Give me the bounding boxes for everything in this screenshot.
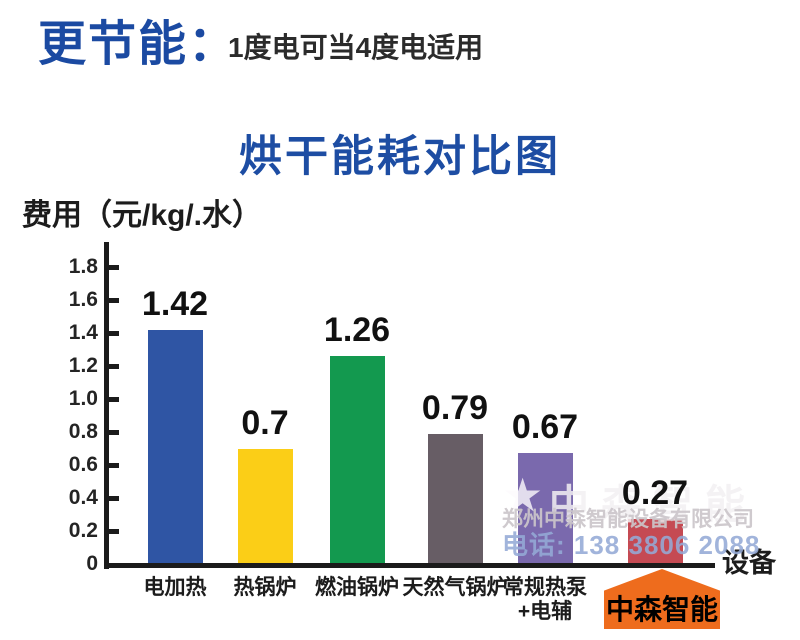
y-axis-line	[104, 242, 109, 569]
header-highlight: 更节能：	[38, 18, 239, 71]
bar-value-label: 0.27	[621, 474, 689, 512]
bar-1	[147, 330, 203, 564]
bar-value-label: 0.67	[511, 408, 579, 446]
bar-value-label: 0.7	[241, 404, 289, 442]
category-label: 常规热泵 +电辅	[503, 576, 587, 623]
y-tick-mark	[109, 298, 119, 303]
y-axis-label: 费用（元/kg/.水）	[22, 199, 263, 232]
chart-title: 烘干能耗对比图	[239, 133, 561, 181]
y-tick-mark	[109, 397, 119, 402]
bar-value-label: 0.79	[421, 389, 489, 427]
category-label: 燃油锅炉	[315, 576, 399, 599]
y-tick-label: 0	[86, 552, 98, 575]
y-tick-mark	[109, 463, 119, 468]
x-axis-line	[104, 563, 715, 568]
y-tick-label: 1.0	[68, 387, 98, 410]
bar-4	[427, 434, 483, 564]
y-tick-mark	[109, 331, 119, 336]
brand-badge-label: 中森智能	[605, 594, 718, 625]
category-label: 热锅炉	[233, 576, 297, 599]
y-tick-mark	[109, 496, 119, 501]
y-tick-mark	[109, 364, 119, 369]
bar-value-label: 1.42	[141, 285, 209, 323]
y-tick-label: 0.8	[68, 420, 98, 443]
x-axis-title: 设备	[722, 548, 776, 578]
y-tick-mark	[109, 529, 119, 534]
bar-3	[329, 356, 385, 564]
bar-6	[627, 519, 683, 564]
y-tick-label: 1.6	[68, 288, 98, 311]
y-tick-label: 1.4	[68, 321, 98, 344]
y-tick-mark	[109, 430, 119, 435]
y-tick-label: 1.2	[68, 354, 98, 377]
category-label: 天然气锅炉	[402, 576, 508, 599]
y-tick-label: 1.8	[68, 255, 98, 278]
header-subtitle: 1度电可当4度电适用	[228, 32, 484, 63]
bar-value-label: 1.26	[323, 311, 391, 349]
y-tick-label: 0.6	[68, 453, 98, 476]
y-tick-mark	[109, 265, 119, 270]
bar-5	[517, 453, 573, 564]
category-label: 电加热	[143, 576, 207, 599]
y-tick-label: 0.4	[68, 486, 98, 509]
y-tick-label: 0.2	[68, 519, 98, 542]
bar-2	[237, 449, 293, 564]
